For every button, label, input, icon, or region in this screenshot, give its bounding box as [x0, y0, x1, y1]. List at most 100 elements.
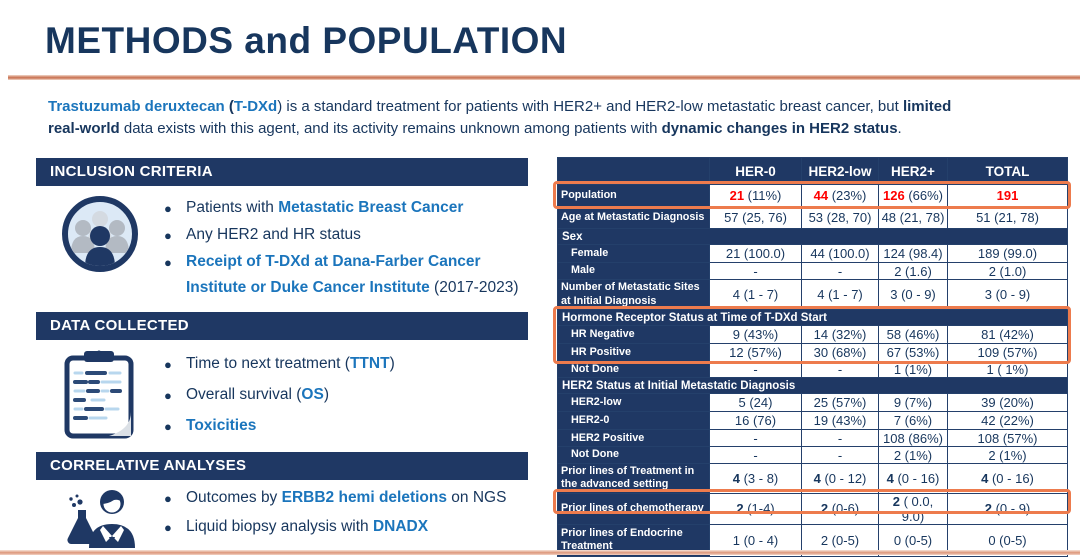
- intro-paragraph: Trastuzumab deruxtecan (T-DXd) is a stan…: [48, 96, 1063, 140]
- cell: 4 (3 - 8): [709, 462, 802, 494]
- cell: 30 (68%): [801, 343, 879, 362]
- cell: -: [709, 446, 802, 464]
- row-label: Age at Metastatic Diagnosis: [557, 206, 710, 229]
- row-label: HER2-low: [557, 393, 710, 413]
- section-header-data-collected: DATA COLLECTED: [36, 312, 528, 340]
- cell: 126 (66%): [878, 184, 948, 207]
- row-label: Not Done: [557, 360, 710, 379]
- cell: 1 (1%): [878, 360, 948, 379]
- list-item: ● Toxicities: [164, 411, 528, 442]
- cell: 4 (0 - 12): [801, 462, 879, 494]
- table-corner-cell: [557, 157, 710, 185]
- table-row-hr-positive: HR Positive 12 (57%) 30 (68%) 67 (53%) 1…: [557, 343, 1068, 362]
- list-item: ● Liquid biopsy analysis with DNADX: [164, 513, 528, 542]
- intro-line-1: Trastuzumab deruxtecan (T-DXd) is a stan…: [48, 98, 952, 115]
- table-row-age: Age at Metastatic Diagnosis 57 (25, 76) …: [557, 206, 1068, 229]
- inclusion-bullet-list: ● Patients with Metastatic Breast Cancer …: [164, 195, 528, 301]
- table-row-her2-low: HER2-low 5 (24) 25 (57%) 9 (7%) 39 (20%): [557, 393, 1068, 413]
- bullet-icon: ●: [164, 419, 172, 434]
- cell: -: [801, 429, 879, 448]
- bullet-icon: ●: [164, 491, 172, 506]
- people-group-icon: [36, 195, 164, 273]
- column-header: HER-0: [709, 157, 802, 185]
- cell: 2 (1.6): [878, 262, 948, 280]
- cell: 14 (32%): [801, 325, 879, 344]
- cell: 191: [947, 184, 1068, 207]
- population-table: HER-0 HER2-low HER2+ TOTAL Population 21…: [553, 157, 1071, 557]
- clipboard-icon: [36, 349, 164, 441]
- cell: 3 (0 - 9): [878, 279, 948, 310]
- row-label: Population: [557, 184, 710, 207]
- cell: 109 (57%): [947, 343, 1068, 362]
- title-divider: [8, 75, 1080, 80]
- bullet-icon: ●: [164, 228, 172, 243]
- page-title: METHODS and POPULATION: [45, 20, 568, 61]
- cell: 21 (11%): [709, 184, 802, 207]
- table-row-her2-not-done: Not Done - - 2 (1%) 2 (1%): [557, 446, 1068, 464]
- cell: 124 (98.4): [878, 244, 948, 263]
- cell: 2 (1-4): [709, 492, 802, 525]
- bullet-icon: ●: [164, 357, 172, 372]
- section-header-inclusion-criteria: INCLUSION CRITERIA: [36, 158, 528, 186]
- cell: 9 (43%): [709, 325, 802, 344]
- cell: 2 ( 0.0, 9.0): [878, 492, 948, 525]
- cell: 7 (6%): [878, 411, 948, 431]
- cell: 81 (42%): [947, 325, 1068, 344]
- cell: -: [709, 429, 802, 448]
- cell: 4 (1 - 7): [801, 279, 879, 310]
- list-item: ● Receipt of T-DXd at Dana-Farber Cancer …: [164, 249, 528, 301]
- row-label: Male: [557, 262, 710, 280]
- section-inclusion-criteria: INCLUSION CRITERIA ● Patients with Metast…: [36, 158, 528, 301]
- cell: 1 ( 1%): [947, 360, 1068, 379]
- correlative-bullet-list: ● Outcomes by ERBB2 hemi deletions on NGS…: [164, 484, 528, 542]
- row-label: HR Positive: [557, 343, 710, 362]
- bottom-accent-bar: [0, 550, 1080, 555]
- cell: 12 (57%): [709, 343, 802, 362]
- table-row-prior-chemo: Prior lines of chemotherapy 2 (1-4) 2 (0…: [557, 492, 1068, 525]
- table-section-her2-status: HER2 Status at Initial Metastatic Diagno…: [557, 377, 1068, 395]
- cell: 2 (1.0): [947, 262, 1068, 280]
- row-label: Number of Metastatic Sites at Initial Di…: [557, 279, 710, 310]
- list-item: ● Outcomes by ERBB2 hemi deletions on NGS: [164, 484, 528, 513]
- cell: 4 (1 - 7): [709, 279, 802, 310]
- cell: 19 (43%): [801, 411, 879, 431]
- row-label: HER2-0: [557, 411, 710, 431]
- table-row-her2-0: HER2-0 16 (76) 19 (43%) 7 (6%) 42 (22%): [557, 411, 1068, 431]
- cell: 2 (1%): [878, 446, 948, 464]
- section-header-correlative-analyses: CORRELATIVE ANALYSES: [36, 452, 528, 480]
- row-label: Female: [557, 244, 710, 263]
- row-label: HR Negative: [557, 325, 710, 344]
- cell: 53 (28, 70): [801, 206, 879, 229]
- scientist-icon: [36, 484, 164, 550]
- section-correlative-analyses: CORRELATIVE ANALYSES ● Outcomes by ERBB2 …: [36, 452, 528, 550]
- cell: 5 (24): [709, 393, 802, 413]
- cell: 44 (23%): [801, 184, 879, 207]
- cell: 3 (0 - 9): [947, 279, 1068, 310]
- cell: 51 (21, 78): [947, 206, 1068, 229]
- cell: 4 (0 - 16): [878, 462, 948, 494]
- cell: 2 (1%): [947, 446, 1068, 464]
- bullet-icon: ●: [164, 255, 172, 270]
- table-row-female: Female 21 (100.0) 44 (100.0) 124 (98.4) …: [557, 244, 1068, 263]
- table-row-metastatic-sites: Number of Metastatic Sites at Initial Di…: [557, 279, 1068, 310]
- table-header-row: HER-0 HER2-low HER2+ TOTAL: [557, 157, 1068, 185]
- column-header: HER2+: [878, 157, 948, 185]
- table-section-hr-status: Hormone Receptor Status at Time of T-DXd…: [557, 309, 1068, 326]
- data-collected-bullet-list: ● Time to next treatment (TTNT) ● Overall …: [164, 349, 528, 442]
- table-row-prior-treatment: Prior lines of Treatment in the advanced…: [557, 462, 1068, 494]
- table-row-hr-not-done: Not Done - - 1 (1%) 1 ( 1%): [557, 360, 1068, 379]
- table-row-male: Male - - 2 (1.6) 2 (1.0): [557, 262, 1068, 280]
- list-item: ● Patients with Metastatic Breast Cancer: [164, 195, 528, 222]
- cell: 39 (20%): [947, 393, 1068, 413]
- cell: -: [801, 446, 879, 464]
- bullet-icon: ●: [164, 520, 172, 535]
- intro-line-2: real-world data exists with this agent, …: [48, 120, 902, 137]
- bullet-icon: ●: [164, 201, 172, 216]
- cell: 16 (76): [709, 411, 802, 431]
- cell: 57 (25, 76): [709, 206, 802, 229]
- cell: 67 (53%): [878, 343, 948, 362]
- cell: 9 (7%): [878, 393, 948, 413]
- cell: -: [709, 262, 802, 280]
- cell: 108 (86%): [878, 429, 948, 448]
- cell: 21 (100.0): [709, 244, 802, 263]
